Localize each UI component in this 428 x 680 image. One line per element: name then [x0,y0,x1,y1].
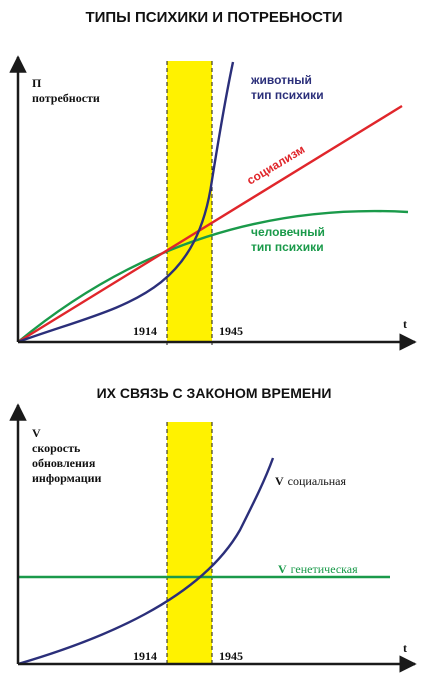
top-y-symbol: П [32,76,42,90]
top-human-curve [17,209,409,343]
bottom-y-symbol: V [32,426,41,440]
top-human-label-1: человечный [251,225,325,239]
bottom-genetic-v-symbol: V [278,562,287,576]
top-x-symbol: t [403,317,407,331]
bottom-social-v-text: социальная [288,474,347,488]
top-social-label: социализм [244,142,307,188]
top-y-label: потребности [32,91,100,105]
bottom-genetic-v-text: генетическая [291,562,358,576]
bottom-x-symbol: t [403,641,407,655]
bottom-title: ИХ СВЯЗЬ С ЗАКОНОМ ВРЕМЕНИ [97,385,332,401]
bottom-social-v-symbol: V [275,474,284,488]
bottom-y-label-2: обновления [32,456,96,470]
top-year-1914: 1914 [133,324,157,338]
top-animal-curve [17,61,235,344]
bottom-y-label-3: информации [32,471,102,485]
top-social-line [17,104,403,344]
top-year-1945: 1945 [219,324,243,338]
top-title: ТИПЫ ПСИХИКИ И ПОТРЕБНОСТИ [85,9,342,26]
bottom-year-1914: 1914 [133,649,157,663]
top-animal-label-2: тип психики [251,88,324,102]
bottom-social-curve [17,457,275,666]
top-human-label-2: тип психики [251,240,324,254]
bottom-y-label-1: скорость [32,441,81,455]
bottom-period-band [167,422,212,664]
top-animal-label-1: животный [250,73,312,87]
top-period-band [167,61,212,342]
bottom-year-1945: 1945 [219,649,243,663]
